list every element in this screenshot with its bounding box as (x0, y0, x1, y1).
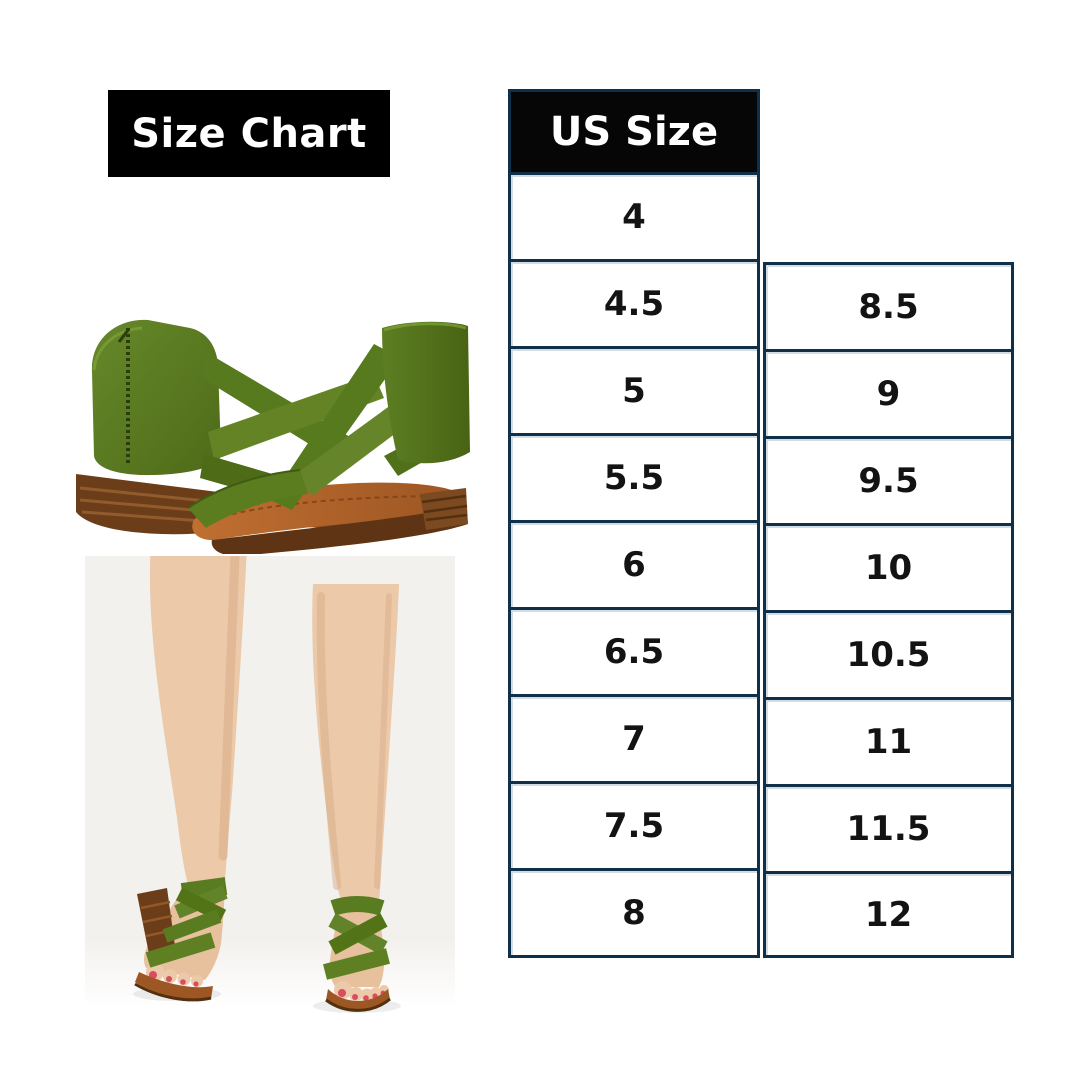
us-size-column-left: US Size 4 4.5 5 5.5 6 6.5 7 7.5 8 (508, 89, 760, 958)
size-cell: 5 (511, 349, 757, 436)
size-cell: 6 (511, 523, 757, 610)
size-cell: 8.5 (766, 265, 1011, 352)
size-cell: 7.5 (511, 784, 757, 871)
size-cell: 7 (511, 697, 757, 784)
product-photo-sandals-pair (30, 268, 470, 554)
size-cell: 9.5 (766, 439, 1011, 526)
right-leg-illustration (312, 584, 399, 1012)
page-title: Size Chart (108, 90, 390, 177)
size-list-right: 8.5 9 9.5 10 10.5 11 11.5 12 (766, 265, 1011, 955)
size-cell: 4.5 (511, 262, 757, 349)
us-size-header: US Size (511, 92, 757, 175)
size-list-left: 4 4.5 5 5.5 6 6.5 7 7.5 8 (511, 175, 757, 955)
right-sandal-illustration (187, 321, 470, 554)
size-cell: 9 (766, 352, 1011, 439)
size-cell: 11.5 (766, 787, 1011, 874)
size-cell: 8 (511, 871, 757, 955)
model-photo-background (85, 556, 455, 1008)
size-cell: 10 (766, 526, 1011, 613)
us-size-column-right: 8.5 9 9.5 10 10.5 11 11.5 12 (763, 262, 1014, 958)
size-cell: 5.5 (511, 436, 757, 523)
size-cell: 10.5 (766, 613, 1011, 700)
model-photo-legs (85, 556, 455, 1026)
size-cell: 6.5 (511, 610, 757, 697)
size-cell: 4 (511, 175, 757, 262)
size-cell: 12 (766, 874, 1011, 955)
left-leg-illustration (134, 556, 247, 1002)
size-cell: 11 (766, 700, 1011, 787)
